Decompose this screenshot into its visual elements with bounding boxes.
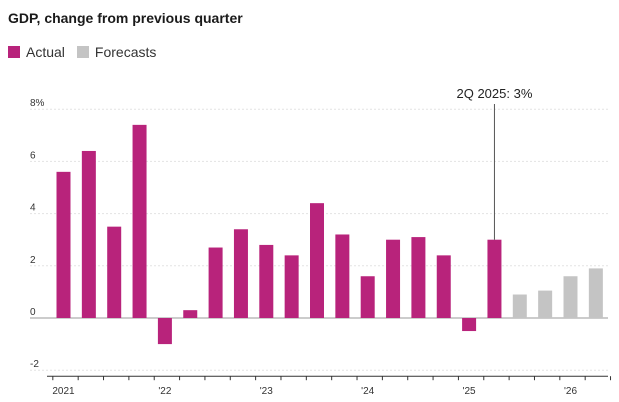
bar-actual xyxy=(310,203,324,318)
x-tick-label: 2021 xyxy=(52,386,75,397)
legend: Actual Forecasts xyxy=(8,44,156,60)
bar-actual xyxy=(436,255,451,318)
bar-forecast xyxy=(563,276,578,318)
legend-swatch-forecasts xyxy=(76,46,89,58)
bar-actual xyxy=(335,234,350,318)
legend-item-actual: Actual xyxy=(8,44,65,60)
y-tick-label: -2 xyxy=(30,359,39,370)
x-tick-label: '23 xyxy=(260,386,273,397)
y-tick-label: 0 xyxy=(30,307,36,318)
bar-actual xyxy=(284,255,299,318)
legend-label-forecasts: Forecasts xyxy=(94,44,157,60)
legend-item-forecasts: Forecasts xyxy=(76,44,157,60)
y-tick-label: 2 xyxy=(30,255,36,266)
legend-label-actual: Actual xyxy=(26,44,65,60)
bar-actual xyxy=(56,171,71,318)
annotation-label: 2Q 2025: 3% xyxy=(457,86,533,101)
bar-forecast xyxy=(512,294,527,318)
bar-forecast xyxy=(588,268,603,318)
bar-actual xyxy=(411,237,426,318)
x-tick-label: '24 xyxy=(361,386,374,397)
y-tick-label: 8% xyxy=(30,98,45,109)
bar-actual xyxy=(233,229,248,318)
bar-actual xyxy=(208,247,223,318)
y-tick-label: 4 xyxy=(30,203,36,214)
bar-actual xyxy=(81,150,96,318)
x-tick-label: '25 xyxy=(463,386,476,397)
bar-actual xyxy=(259,244,274,318)
chart-title: GDP, change from previous quarter xyxy=(8,10,243,26)
x-tick-label: '22 xyxy=(158,386,171,397)
bar-actual xyxy=(132,124,147,318)
legend-swatch-actual xyxy=(8,46,20,58)
bar-actual xyxy=(487,239,502,318)
bar-forecast xyxy=(538,290,553,318)
bar-actual xyxy=(157,318,172,345)
bar-actual xyxy=(107,226,122,318)
bar-actual xyxy=(183,310,198,318)
bar-actual xyxy=(462,318,477,332)
bar-actual xyxy=(386,239,401,318)
bar-actual xyxy=(360,276,375,318)
y-tick-label: 6 xyxy=(30,150,36,161)
x-tick-label: '26 xyxy=(564,386,577,397)
